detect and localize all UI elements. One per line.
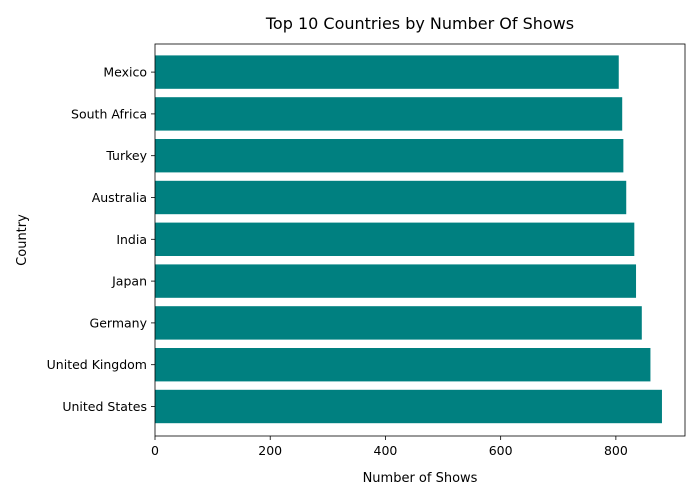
y-tick-label: India <box>116 232 147 247</box>
axes-frame <box>154 43 686 437</box>
y-axis-label: Country <box>15 214 30 266</box>
y-tick-label: United Kingdom <box>47 357 147 372</box>
bar <box>155 97 623 131</box>
x-tick-label: 800 <box>604 443 628 458</box>
x-tick-label: 200 <box>258 443 282 458</box>
y-tick-label: Japan <box>111 274 147 289</box>
y-tick-label: South Africa <box>71 106 147 121</box>
x-tick-label: 600 <box>489 443 513 458</box>
y-tick-label: Germany <box>90 315 148 330</box>
chart-title: Top 10 Countries by Number Of Shows <box>265 14 574 33</box>
y-tick-label: United States <box>62 399 147 414</box>
bar <box>155 306 642 340</box>
plot-area: United States United Kingdom Germany Japan I… <box>47 43 686 458</box>
bar <box>155 180 627 215</box>
bar <box>155 139 624 173</box>
bar <box>155 222 635 256</box>
x-axis-label: Number of Shows <box>363 471 478 486</box>
bar <box>155 55 619 89</box>
x-tick-label: 0 <box>151 443 159 458</box>
y-tick-label: Mexico <box>103 65 147 80</box>
y-tick-label: Australia <box>92 190 147 205</box>
y-tick-label: Turkey <box>105 148 147 163</box>
x-tick-label: 400 <box>374 443 398 458</box>
bar <box>155 264 637 298</box>
bar <box>155 348 651 382</box>
bar <box>155 389 662 424</box>
